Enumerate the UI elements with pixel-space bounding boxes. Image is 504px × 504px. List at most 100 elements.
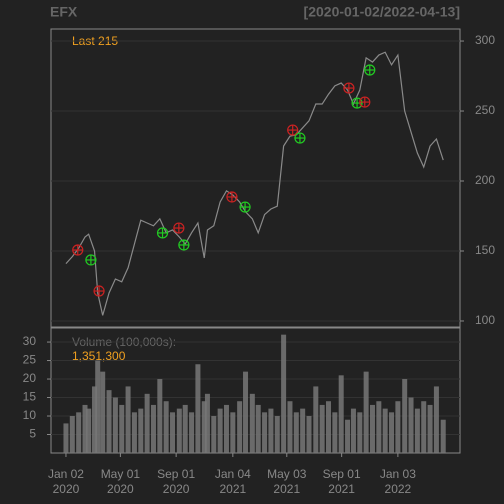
y-tick-label: 10 (23, 408, 37, 422)
volume-bar (217, 408, 223, 453)
volume-bar (69, 416, 75, 453)
volume-bar (223, 404, 229, 453)
y-tick-label: 15 (23, 390, 37, 404)
volume-bar (106, 390, 112, 453)
volume-bar (369, 404, 375, 453)
volume-bar (157, 379, 163, 453)
x-tick-label: Jan 02 2020 (47, 467, 84, 496)
volume-bar (300, 408, 306, 453)
volume-bar (389, 412, 395, 453)
trade-marker (294, 132, 306, 144)
volume-bar (249, 393, 255, 453)
volume-bar (100, 371, 106, 453)
y-tick-label: 100 (475, 313, 495, 327)
trade-marker (287, 124, 299, 136)
volume-bar (119, 404, 125, 453)
volume-bar (76, 412, 82, 453)
volume-bar (170, 412, 176, 453)
volume-bar (211, 416, 217, 453)
volume-bar (313, 386, 319, 453)
y-tick-label: 200 (475, 173, 495, 187)
y-tick-label: 300 (475, 33, 495, 47)
volume-last: 1,351,300 (72, 349, 126, 363)
volume-bar (421, 401, 427, 453)
volume-bar (408, 397, 414, 453)
volume-bar (293, 412, 299, 453)
volume-bar (319, 404, 325, 453)
volume-bar (402, 379, 408, 453)
volume-bar (163, 401, 169, 453)
volume-bar (268, 408, 274, 453)
y-tick-label: 30 (23, 334, 37, 348)
volume-bar (82, 404, 88, 453)
x-tick-label: May 03 2021 (267, 467, 307, 496)
volume-bar (182, 404, 188, 453)
volume-bar (262, 412, 268, 453)
y-tick-label: 250 (475, 103, 495, 117)
volume-bar (326, 401, 332, 453)
volume-bar (195, 364, 201, 453)
trade-marker (359, 96, 371, 108)
volume-bar (204, 393, 210, 453)
x-tick-label: Jan 03 2022 (379, 467, 416, 496)
volume-bar (427, 404, 433, 453)
y-tick-label: 150 (475, 243, 495, 257)
volume-bar (306, 416, 312, 453)
volume-bar (189, 412, 195, 453)
y-tick-label: 25 (23, 353, 37, 367)
trade-marker (178, 239, 190, 251)
volume-bar (131, 412, 137, 453)
date-range: [2020-01-02/2022-04-13] (304, 4, 460, 20)
volume-bar (414, 408, 420, 453)
x-tick-label: Sep 01 2020 (157, 467, 196, 496)
trade-marker (173, 222, 185, 234)
trade-marker (85, 254, 97, 266)
trade-marker (364, 64, 376, 76)
trade-marker (226, 191, 238, 203)
volume-bar (201, 401, 207, 453)
chart-title: EFX (50, 4, 78, 20)
volume-bar (176, 408, 182, 453)
volume-bar (112, 397, 118, 453)
volume-bar (433, 386, 439, 453)
volume-bar (382, 408, 388, 453)
volume-bar (338, 375, 344, 453)
trade-marker (93, 285, 105, 297)
volume-bar (237, 401, 243, 453)
trade-marker (156, 227, 169, 239)
volume-bar (63, 423, 69, 453)
volume-bar (274, 416, 280, 453)
volume-bar (332, 412, 338, 453)
volume-bar (138, 408, 144, 453)
volume-bar (230, 412, 236, 453)
volume-bar (350, 408, 356, 453)
volume-bar (281, 334, 287, 453)
trade-marker (239, 201, 251, 213)
volume-bar (150, 404, 156, 453)
x-tick-label: Jan 04 2021 (214, 467, 251, 496)
x-tick-label: Sep 01 2021 (322, 467, 361, 496)
x-tick-label: May 01 2020 (100, 467, 141, 496)
trade-marker (343, 82, 355, 94)
volume-bar (363, 371, 369, 453)
price-line (65, 51, 444, 316)
volume-bar (144, 393, 150, 453)
trade-marker (72, 244, 84, 256)
volume-bar (440, 419, 446, 453)
volume-bar (95, 360, 101, 453)
volume-bar (395, 401, 401, 453)
price-panel (50, 28, 461, 328)
y-tick-label: 20 (23, 371, 37, 385)
volume-bar (243, 371, 249, 453)
volume-bar (345, 419, 351, 453)
volume-bar (125, 386, 131, 453)
volume-bar (287, 401, 293, 453)
volume-bar (92, 386, 98, 453)
volume-bar (357, 412, 363, 453)
volume-bar (255, 404, 261, 453)
y-tick-label: 5 (29, 427, 36, 441)
volume-bar (376, 401, 382, 453)
volume-bar (86, 408, 92, 453)
